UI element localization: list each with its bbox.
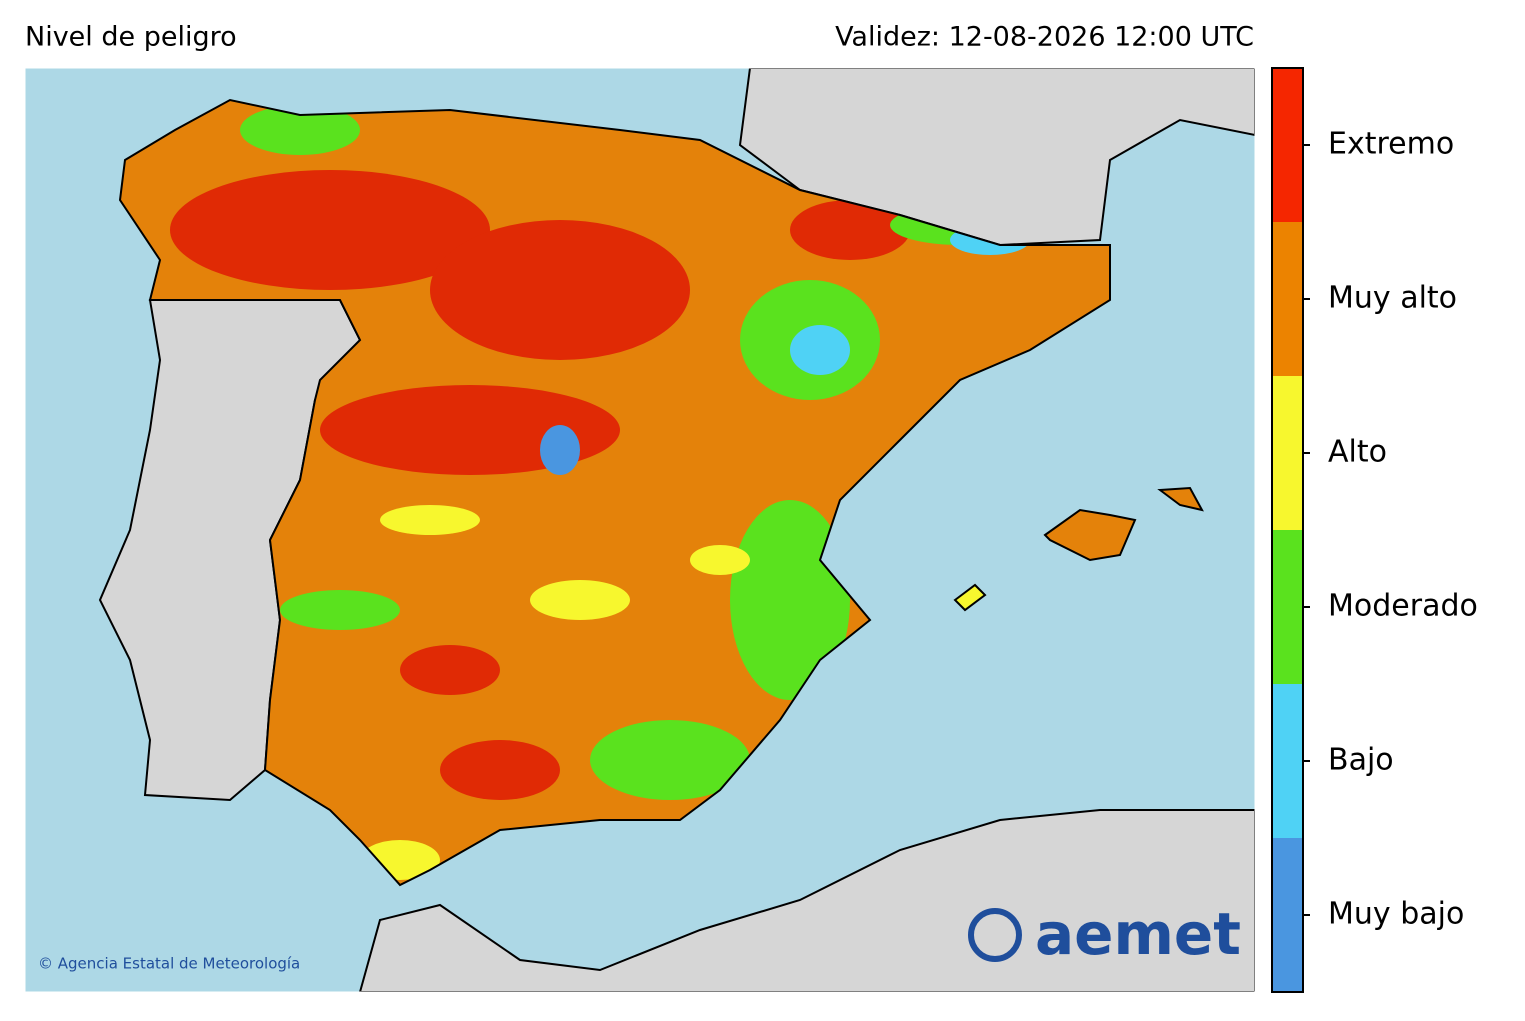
- mallorca: [1043, 508, 1137, 562]
- legend-label: Muy alto: [1328, 281, 1457, 316]
- legend-label: Alto: [1328, 435, 1387, 470]
- legend-swatch: [1272, 222, 1303, 376]
- ibiza: [953, 583, 987, 612]
- france: [738, 68, 1255, 247]
- legend-swatch: [1272, 68, 1303, 222]
- legend-label: Moderado: [1328, 589, 1478, 624]
- credit: © Agencia Estatal de Meteorología: [38, 955, 300, 973]
- menorca: [1157, 486, 1204, 512]
- africa: [358, 809, 1255, 992]
- legend-swatch: [1272, 376, 1303, 530]
- legend-label: Bajo: [1328, 743, 1394, 778]
- legend: Muy bajo Bajo Moderado Alto Muy alto Extremo: [1271, 67, 1478, 993]
- legend-label: Extremo: [1328, 127, 1454, 162]
- legend-swatch: [1272, 530, 1303, 684]
- legend-swatch: [1272, 838, 1303, 992]
- map: © Agencia Estatal de Meteorología aemet: [25, 68, 1255, 992]
- logo-mark: [968, 908, 1022, 962]
- legend-label: Muy bajo: [1328, 897, 1464, 932]
- map-frame: [24, 67, 1256, 993]
- map-title: Nivel de peligro: [25, 22, 237, 53]
- legend-frame: [1271, 67, 1304, 993]
- validity: Validez: 12-08-2026 12:00 UTC: [835, 22, 1254, 53]
- logo: aemet: [1035, 900, 1241, 968]
- legend-swatch: [1272, 684, 1303, 838]
